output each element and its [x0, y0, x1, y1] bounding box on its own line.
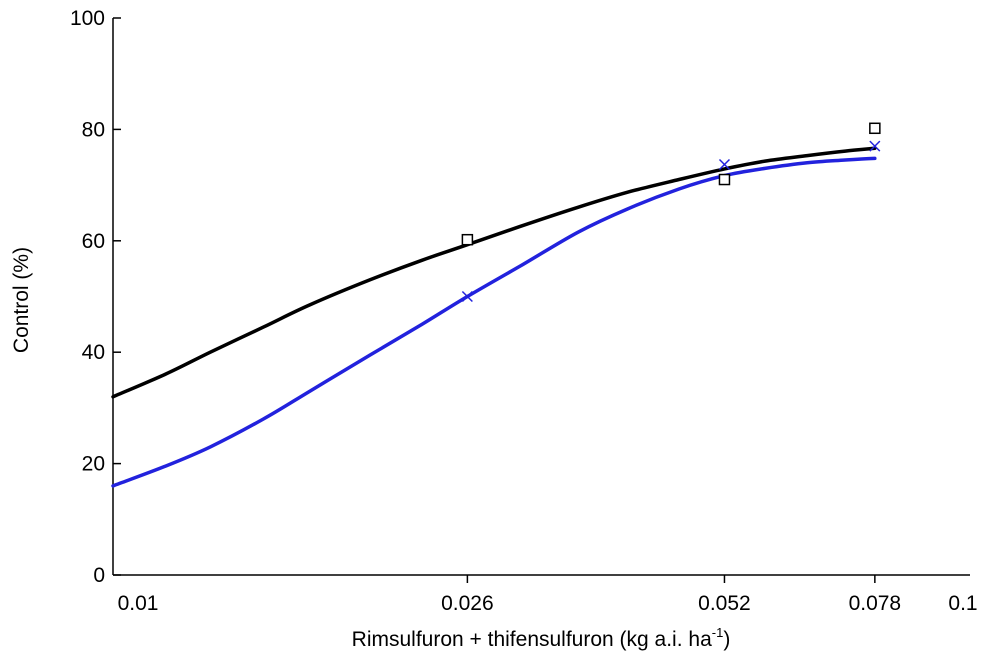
- y-tick-label: 60: [82, 230, 105, 253]
- fit-curve-series-1: [111, 146, 877, 399]
- x-marker-stroke: [869, 140, 881, 152]
- data-point-series-2: [869, 140, 881, 152]
- fit-curves: [111, 146, 877, 488]
- x-tick-label: 0.1: [948, 592, 977, 615]
- y-axis-title: Control (%): [10, 247, 33, 353]
- data-point-series-1: [869, 122, 881, 135]
- y-ticks: 0 20 40 60 80 100: [70, 7, 121, 587]
- y-tick-label: 100: [70, 7, 105, 30]
- x-tick-label: 0.026: [441, 592, 494, 615]
- data-point-series-2: [461, 290, 473, 303]
- x-axis-title-exponent: -1: [712, 625, 724, 640]
- y-tick-label: 20: [82, 453, 105, 476]
- x-tick-label: 0.078: [849, 592, 902, 615]
- y-tick-label: 0: [93, 564, 105, 587]
- y-tick-label: 40: [82, 341, 105, 364]
- fit-curve-series-2: [111, 156, 877, 488]
- x-tick-label: 0.01: [118, 592, 159, 615]
- x-ticks: 0.01 0.026 0.052 0.078 0.1: [118, 575, 978, 615]
- x-marker-stroke: [718, 158, 730, 171]
- y-tick-label: 80: [82, 118, 105, 141]
- data-point-series-2: [718, 158, 730, 171]
- data-point-series-1: [718, 173, 731, 186]
- x-marker-stroke: [461, 290, 473, 303]
- x-axis-title-suffix: ): [723, 628, 730, 651]
- x-axis-title: Rimsulfuron + thifensulfuron (kg a.i. ha…: [352, 625, 731, 651]
- data-point-series-1: [461, 233, 474, 246]
- axes: [112, 18, 970, 576]
- x-axis-title-prefix: Rimsulfuron + thifensulfuron (kg a.i. ha: [352, 628, 712, 651]
- x-tick-label: 0.052: [698, 592, 751, 615]
- data-points: [461, 122, 881, 303]
